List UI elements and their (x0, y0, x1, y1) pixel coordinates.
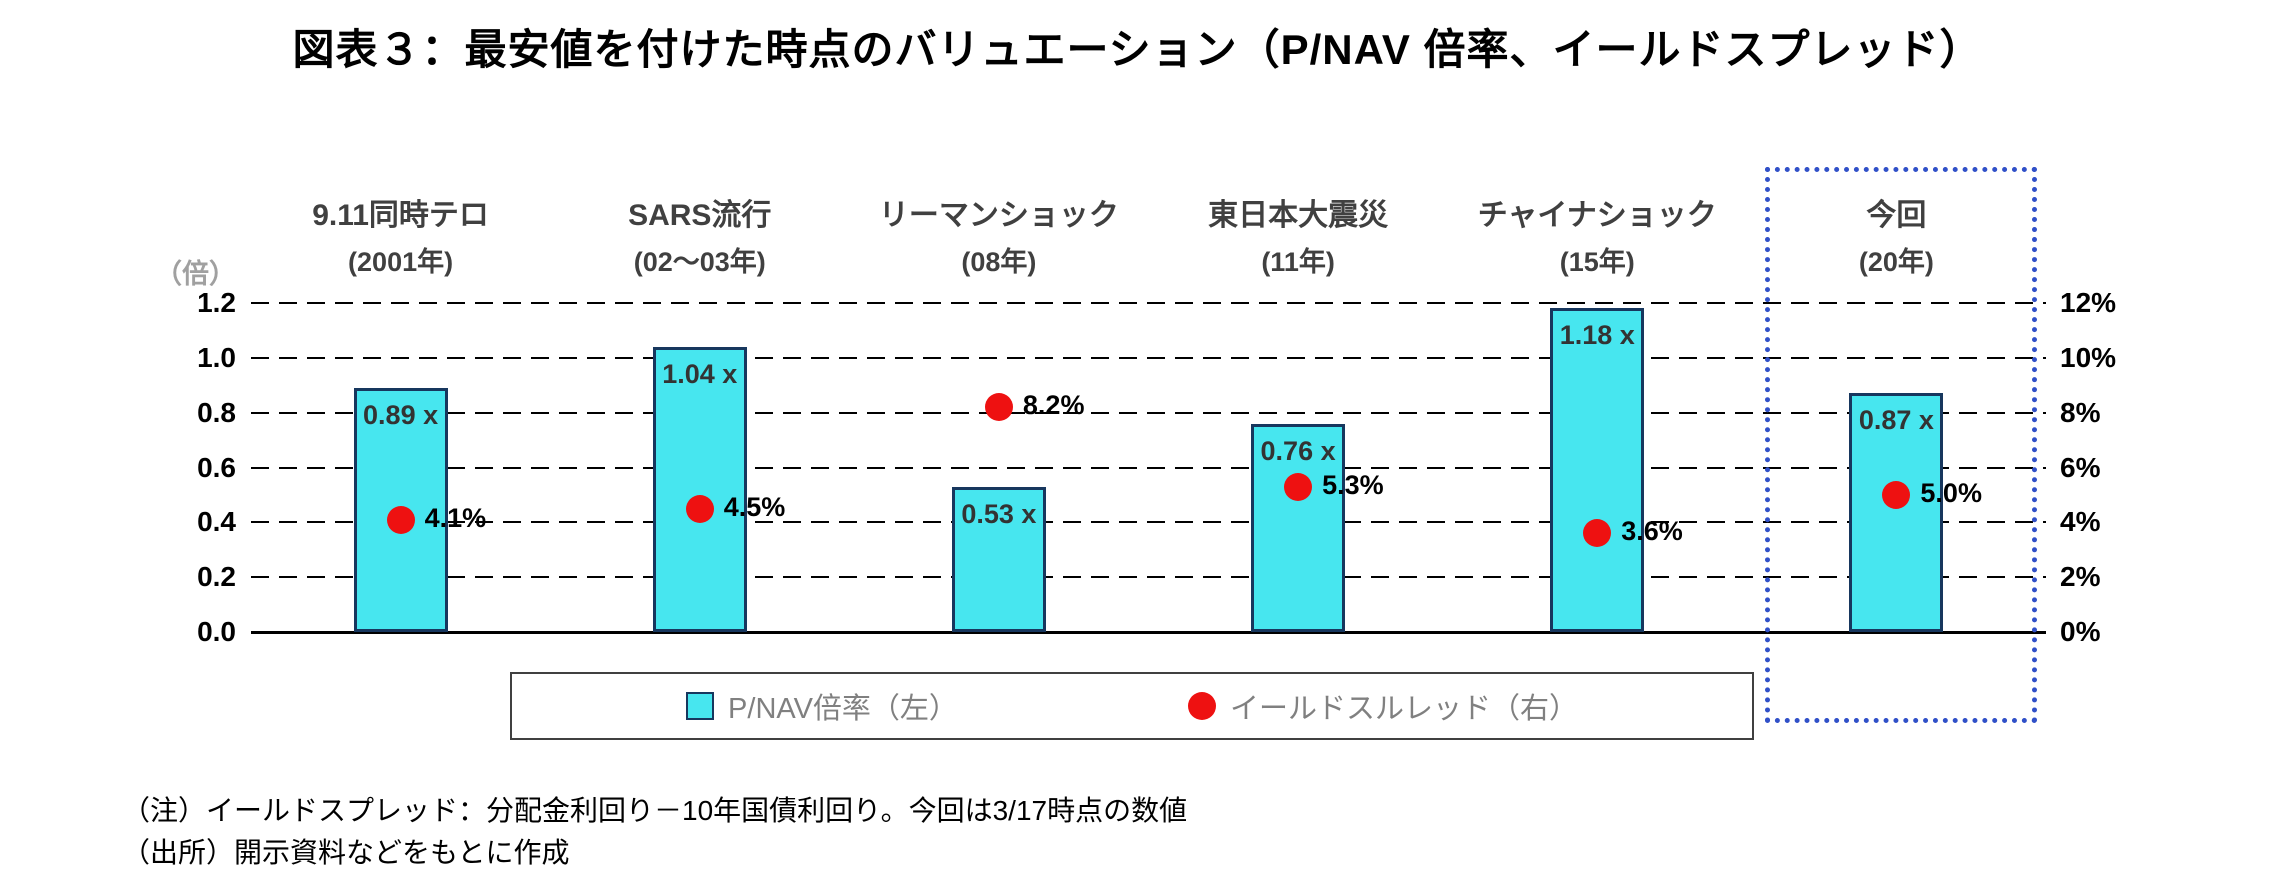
highlight-box-current (1765, 167, 2038, 723)
left-axis-tick: 0.6 (197, 451, 236, 483)
left-axis-tick: 0.4 (197, 506, 236, 538)
right-axis-tick: 4% (2060, 506, 2101, 538)
pnav-legend-label: P/NAV倍率（左） (728, 693, 958, 725)
pnav-bar (652, 346, 747, 632)
category-label: SARS流行 (628, 199, 772, 232)
chart-title: 図表３：最安値を付けた時点のバリュエーション（P/NAV 倍率、イールドスプレッ… (292, 26, 1983, 73)
category-sublabel: (20年) (1858, 247, 1934, 277)
pnav-bar-label: 0.89 x (363, 399, 439, 430)
pnav-bar-label: 0.53 x (961, 498, 1037, 529)
x-axis-line (251, 631, 2046, 634)
yield-spread-dot (1284, 472, 1313, 501)
yield-spread-label: 8.2% (1022, 390, 1085, 421)
right-axis-tick: 0% (2060, 616, 2101, 647)
yield-legend-label: イールドスルレッド（右） (1229, 693, 1578, 725)
yield-spread-label: 4.1% (424, 502, 487, 533)
category-sublabel: (2001年) (348, 247, 454, 277)
pnav-bar-label: 0.76 x (1260, 435, 1336, 466)
right-axis-tick: 10% (2060, 341, 2117, 373)
legend-item-yield: イールドスルレッド（右） (1187, 685, 1578, 727)
yield-dot-icon (1187, 692, 1216, 720)
gridline (251, 356, 2046, 359)
left-axis-tick: 0.0 (197, 616, 236, 647)
pnav-bar (951, 486, 1046, 632)
yield-spread-label: 5.0% (1920, 477, 1982, 508)
yield-spread-label: 5.3% (1322, 469, 1384, 500)
yield-spread-label: 3.6% (1621, 516, 1683, 547)
right-axis-tick: 2% (2060, 561, 2101, 593)
legend-item-pnav: P/NAV倍率（左） (686, 685, 958, 727)
gridline (251, 302, 2046, 304)
left-axis-unit-label: （倍） (155, 259, 236, 289)
pnav-bar (1550, 308, 1645, 632)
left-axis-tick: 0.2 (197, 561, 236, 593)
source-line: （出所）開示資料などをもとに作成 (122, 837, 570, 868)
category-label: チャイナショック (1477, 199, 1717, 232)
right-axis-tick: 12% (2060, 287, 2117, 318)
yield-spread-dot (1882, 480, 1911, 509)
category-sublabel: (02～03年) (633, 247, 766, 277)
yield-spread-dot (685, 494, 714, 523)
pnav-bar (1251, 423, 1346, 632)
footnotes: （注）イールドスプレッド：分配金利回り－10年国債利回り。今回は3/17時点の数… (122, 790, 1187, 874)
left-axis-tick: 1.2 (197, 287, 236, 318)
pnav-bar (1849, 393, 1944, 632)
right-axis-tick: 8% (2060, 396, 2101, 428)
yield-spread-dot (386, 505, 415, 534)
category-label: 9.11同時テロ (312, 199, 489, 232)
category-sublabel: (15年) (1559, 247, 1635, 277)
category-label: 東日本大震災 (1208, 199, 1389, 232)
category-sublabel: (08年) (961, 247, 1037, 277)
category-label: 今回 (1866, 199, 1927, 232)
left-axis-tick: 1.0 (197, 341, 236, 373)
gridline (251, 466, 2046, 469)
gridline (251, 411, 2046, 414)
gridline (251, 576, 2046, 579)
yield-spread-label: 4.5% (723, 491, 786, 522)
note-line: （注）イールドスプレッド：分配金利回り－10年国債利回り。今回は3/17時点の数… (122, 795, 1188, 826)
gridline (251, 521, 2046, 524)
legend: P/NAV倍率（左） イールドスルレッド（右） (510, 672, 1754, 740)
right-axis-tick: 6% (2060, 451, 2101, 483)
left-axis-tick: 0.8 (197, 396, 236, 428)
pnav-bar-label: 1.04 x (662, 358, 738, 389)
pnav-swatch-icon (686, 692, 715, 720)
yield-spread-dot (1583, 519, 1612, 548)
pnav-bar-label: 1.18 x (1559, 320, 1635, 351)
pnav-bar-label: 0.87 x (1858, 405, 1934, 436)
category-sublabel: (11年) (1261, 247, 1335, 277)
yield-spread-dot (984, 393, 1013, 422)
category-label: リーマンショック (878, 199, 1119, 232)
